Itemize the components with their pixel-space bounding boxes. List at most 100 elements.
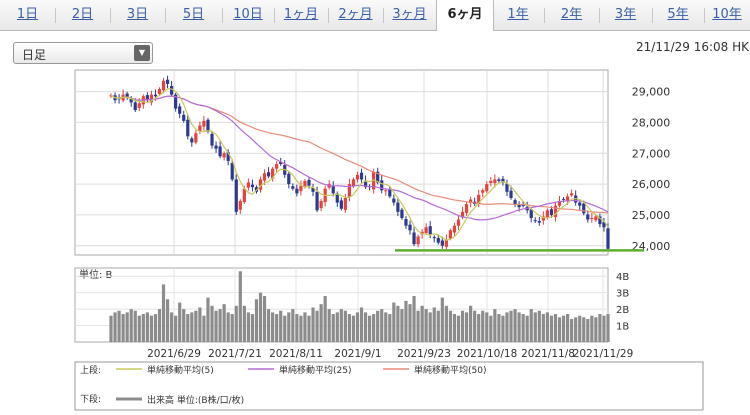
candle-body — [234, 179, 238, 212]
candle-body — [299, 185, 303, 192]
tab-1日[interactable]: 1日 — [16, 7, 39, 22]
candle-body — [319, 201, 323, 209]
tab-3年[interactable]: 3年 — [614, 7, 637, 22]
candle-body — [287, 173, 291, 185]
tab-3日[interactable]: 3日 — [126, 7, 149, 22]
candle-body — [218, 146, 222, 157]
volume-bar — [537, 310, 541, 342]
candle-body — [113, 95, 117, 101]
volume-bar — [606, 314, 610, 342]
candle-body — [109, 95, 113, 97]
tab-6ヶ月[interactable]: 6ヶ月 — [436, 0, 494, 31]
date-tick-label: 2021/9/1 — [334, 348, 381, 360]
volume-bar — [149, 315, 154, 342]
volume-bar — [117, 310, 121, 342]
volume-bar — [485, 312, 489, 342]
candle-body — [194, 133, 198, 143]
volume-bar — [323, 295, 327, 342]
candle-body — [424, 227, 428, 233]
volume-bar — [291, 309, 295, 342]
candle-body — [557, 201, 562, 206]
candle-body — [529, 209, 533, 218]
tab-3ヶ月[interactable]: 3ヶ月 — [392, 7, 427, 22]
volume-plot-frame — [74, 267, 609, 343]
volume-bar — [372, 314, 376, 342]
legend-upper-label: 上段: — [80, 364, 101, 376]
volume-bar — [145, 312, 149, 342]
candle-body — [174, 94, 178, 109]
legend-item-label: 単純移動平均(5) — [147, 364, 214, 376]
volume-bar — [157, 309, 162, 342]
candle-body — [170, 86, 174, 95]
volume-bar — [141, 314, 145, 342]
candle-body — [133, 102, 137, 111]
tab-10日[interactable]: 10日 — [233, 7, 263, 22]
legend-lower-label: 下段: — [80, 393, 101, 405]
tab-5日[interactable]: 5日 — [182, 7, 205, 22]
volume-bar — [404, 300, 408, 342]
candle-body — [594, 216, 598, 221]
volume-bar — [396, 305, 400, 342]
volume-bar — [376, 310, 380, 342]
candle-body — [343, 197, 347, 210]
tab-1年[interactable]: 1年 — [507, 7, 529, 22]
volume-bar — [206, 297, 210, 342]
candle-body — [295, 188, 299, 194]
tab-separator — [110, 8, 111, 23]
volume-bar — [319, 304, 323, 342]
volume-panel: 単位: B 1B 2B 3B 4B 2021/6/29 2021/7/21 2021/8/11… — [74, 267, 633, 360]
tab-separator — [652, 8, 653, 23]
candle-body — [582, 203, 586, 214]
volume-bar — [165, 299, 170, 342]
candle-body — [509, 190, 513, 198]
tab-1ヶ月[interactable]: 1ヶ月 — [283, 7, 319, 22]
candle-body — [262, 173, 267, 181]
volume-bar — [214, 310, 218, 342]
volume-bar — [133, 310, 137, 342]
tab-2年[interactable]: 2年 — [560, 7, 583, 22]
volume-bar — [363, 312, 368, 342]
candle-body — [440, 240, 444, 246]
candle-body — [412, 232, 416, 245]
volume-bar — [392, 302, 396, 342]
volume-bar — [153, 314, 158, 342]
candle-body — [283, 165, 287, 175]
timestamp: 21/11/29 16:08 HK — [636, 40, 749, 54]
candle-body — [331, 186, 335, 194]
volume-tick-label: 4B — [616, 272, 629, 283]
candle-body — [388, 189, 392, 197]
candle-body — [165, 79, 170, 84]
tab-5年[interactable]: 5年 — [667, 7, 689, 22]
volume-bar — [226, 312, 230, 342]
volume-bar — [339, 309, 343, 342]
tab-separator — [599, 8, 600, 23]
candle-body — [125, 93, 129, 97]
volume-bar — [250, 314, 255, 342]
volume-bar — [238, 271, 242, 342]
candle-body — [347, 184, 351, 197]
tab-10年[interactable]: 10年 — [712, 7, 742, 22]
volume-bar — [574, 317, 578, 342]
legend-panel: 上段: 下段: 単純移動平均(5) 単純移動平均(25) 単純移動平均(50) 出来高 単… — [74, 361, 704, 411]
candle-body — [570, 193, 574, 196]
tab-2ヶ月[interactable]: 2ヶ月 — [338, 7, 373, 22]
volume-bar — [420, 305, 424, 342]
volume-bar — [315, 310, 319, 342]
price-panel: 24,000 25,000 26,000 27,000 28,000 29,000 — [74, 69, 670, 256]
candle-body — [574, 195, 578, 203]
volume-bar — [121, 314, 125, 342]
candle-body — [565, 196, 570, 201]
candle-body — [182, 114, 186, 121]
volume-bar — [570, 318, 574, 342]
tab-2日[interactable]: 2日 — [71, 7, 94, 22]
candle-body — [493, 179, 497, 184]
volume-bar — [602, 315, 606, 342]
candle-body — [464, 204, 469, 213]
candle-body — [549, 209, 554, 215]
period-tab-bar: 1日 2日 3日 5日 10日 1ヶ月 2ヶ月 3ヶ月 6ヶ月 1年 2年 3年 5年 10年 — [0, 0, 750, 31]
candle-body — [380, 180, 384, 191]
price-plot-frame — [74, 69, 609, 256]
candle-period-select[interactable]: 日足 ▼ — [13, 42, 153, 64]
volume-bar — [444, 305, 448, 342]
candle-body — [489, 181, 493, 184]
